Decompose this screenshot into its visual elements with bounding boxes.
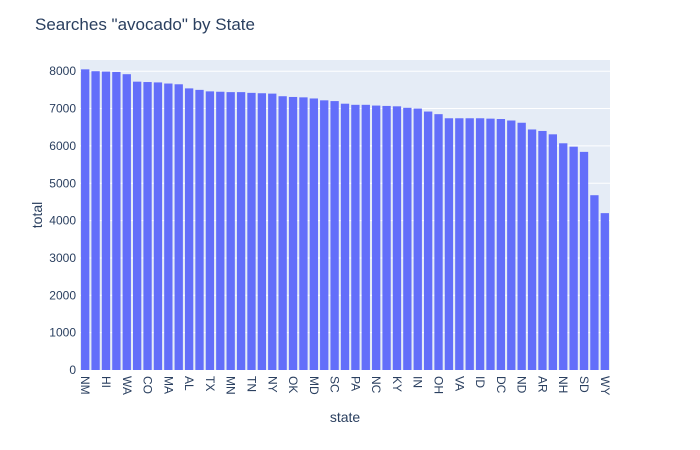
x-tick-label: AR <box>535 376 549 393</box>
bar[interactable] <box>320 100 329 371</box>
bar[interactable] <box>184 88 194 370</box>
x-tick-label: AL <box>182 376 196 391</box>
x-tick-label: SC <box>328 376 342 393</box>
y-tick-label: 5000 <box>49 176 76 190</box>
bar[interactable] <box>143 82 152 371</box>
bar[interactable] <box>569 146 578 370</box>
bar[interactable] <box>257 93 267 370</box>
bar[interactable] <box>351 104 360 370</box>
bar[interactable] <box>174 84 183 371</box>
bar[interactable] <box>164 83 173 370</box>
bar[interactable] <box>268 93 277 371</box>
bar[interactable] <box>548 134 557 370</box>
x-tick-label: KY <box>390 376 404 392</box>
bar[interactable] <box>496 119 506 370</box>
bar[interactable] <box>517 122 526 371</box>
bar[interactable] <box>288 96 298 371</box>
bar[interactable] <box>91 71 100 370</box>
bar[interactable] <box>195 89 204 370</box>
y-tick-label: 4000 <box>49 214 76 228</box>
y-tick-label: 0 <box>69 363 76 377</box>
bar[interactable] <box>413 108 422 371</box>
y-tick-label: 2000 <box>49 288 76 302</box>
x-tick-label: DC <box>494 376 508 394</box>
x-tick-label: IN <box>411 376 425 388</box>
x-tick-labels: NM HI WA CO MA AL TX MN TN NY OK MD SC PA NC KY IN OH VA ID… <box>78 376 612 395</box>
bar[interactable] <box>559 143 568 370</box>
bar[interactable] <box>236 92 246 370</box>
x-tick-label: OK <box>286 376 300 393</box>
bar[interactable] <box>382 105 391 370</box>
bar[interactable] <box>600 213 609 370</box>
bar[interactable] <box>579 151 589 370</box>
bar[interactable] <box>403 107 412 371</box>
y-tick-label: 7000 <box>49 102 76 116</box>
bar[interactable] <box>122 74 131 370</box>
x-tick-label: MD <box>307 376 321 395</box>
x-tick-label: NH <box>556 376 570 393</box>
bar[interactable] <box>112 71 121 370</box>
bar[interactable] <box>590 195 599 370</box>
x-tick-label: MN <box>224 376 238 395</box>
bar[interactable] <box>538 130 547 370</box>
bar[interactable] <box>101 71 111 371</box>
y-tick-label: 8000 <box>49 64 76 78</box>
y-tick-label: 6000 <box>49 139 76 153</box>
y-tick-label: 1000 <box>49 326 76 340</box>
bar[interactable] <box>299 97 308 370</box>
bar[interactable] <box>372 105 381 371</box>
bar[interactable] <box>205 91 215 370</box>
x-tick-label: OH <box>432 376 446 394</box>
bar[interactable] <box>475 118 485 370</box>
bar[interactable] <box>392 106 402 370</box>
bar[interactable] <box>330 101 339 370</box>
bar[interactable] <box>423 111 433 370</box>
x-tick-label: NM <box>78 376 92 395</box>
bar[interactable] <box>361 104 370 370</box>
x-tick-label: MA <box>161 376 175 394</box>
x-tick-label: CO <box>141 376 155 394</box>
x-tick-label: WY <box>598 376 612 395</box>
x-tick-label: WA <box>120 376 134 395</box>
x-tick-label: ND <box>515 376 529 394</box>
x-axis-title: state <box>330 409 361 425</box>
bar[interactable] <box>133 81 142 370</box>
x-tick-label: TN <box>244 376 258 392</box>
bar[interactable] <box>434 114 443 371</box>
x-tick-label: NC <box>369 376 383 394</box>
y-axis-title: total <box>29 202 45 228</box>
bar[interactable] <box>465 118 474 370</box>
bar[interactable] <box>278 96 287 370</box>
x-tick-label: HI <box>99 376 113 388</box>
bars <box>81 69 609 371</box>
x-tick-label: NY <box>265 376 279 393</box>
x-tick-label: PA <box>348 376 362 391</box>
bar[interactable] <box>486 118 495 371</box>
bar[interactable] <box>444 118 454 370</box>
y-tick-labels: 0 1000 2000 3000 4000 5000 6000 7000 8000 <box>49 64 76 377</box>
x-tick-label: TX <box>203 376 217 391</box>
bar[interactable] <box>81 69 90 371</box>
bar[interactable] <box>455 118 464 370</box>
chart-title: Searches "avocado" by State <box>35 15 255 34</box>
bar[interactable] <box>153 82 163 370</box>
bar[interactable] <box>247 92 256 371</box>
y-tick-label: 3000 <box>49 251 76 265</box>
bar[interactable] <box>507 120 516 370</box>
x-tick-label: ID <box>473 376 487 388</box>
bar[interactable] <box>216 91 225 371</box>
bar[interactable] <box>309 98 318 370</box>
bar[interactable] <box>340 103 350 370</box>
x-tick-label: SD <box>577 376 591 393</box>
x-tick-label: VA <box>452 376 466 391</box>
bar[interactable] <box>226 92 235 370</box>
bar[interactable] <box>527 129 537 370</box>
